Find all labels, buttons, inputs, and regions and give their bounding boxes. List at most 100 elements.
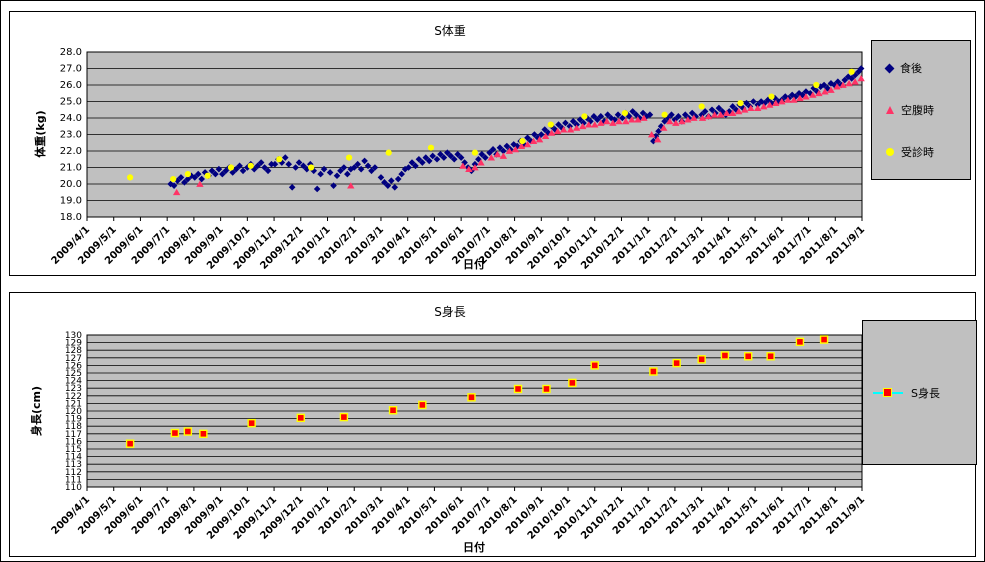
data-point <box>281 154 289 161</box>
data-point <box>326 169 334 176</box>
data-point <box>313 185 321 193</box>
data-point <box>292 164 299 171</box>
data-point <box>743 99 750 107</box>
data-point <box>753 104 762 111</box>
data-point <box>333 172 341 180</box>
data-point <box>239 167 247 175</box>
data-point <box>444 149 451 156</box>
data-point <box>572 124 581 131</box>
data-point <box>199 429 208 439</box>
data-point <box>278 159 286 166</box>
data-point <box>628 116 636 123</box>
data-point <box>815 89 823 97</box>
y-tick-label: 126 <box>65 361 82 371</box>
data-point <box>661 111 668 118</box>
y-tick-label: 121 <box>65 399 82 409</box>
height-chart[interactable]: 130 129 128 127 126 125 124 123 122 121 120 119 118 1… <box>9 292 977 557</box>
data-point <box>614 111 622 118</box>
data-point <box>684 116 692 123</box>
data-point <box>394 175 402 183</box>
data-point <box>511 145 520 153</box>
data-point <box>809 91 817 98</box>
data-point <box>487 154 496 161</box>
data-point <box>415 155 423 163</box>
data-point <box>569 118 577 125</box>
data-point <box>820 81 828 89</box>
data-point <box>566 126 575 133</box>
data-point <box>247 162 254 169</box>
data-point <box>772 99 780 107</box>
data-point <box>268 160 275 168</box>
data-point <box>170 428 180 438</box>
data-point <box>477 159 485 166</box>
data-point <box>513 384 523 394</box>
data-point <box>317 170 324 178</box>
data-point <box>666 117 674 125</box>
data-point <box>310 167 318 175</box>
data-point <box>541 126 549 133</box>
y-tick-label: 117 <box>65 430 82 440</box>
diamond-marker-icon <box>884 63 895 73</box>
data-point <box>288 184 296 191</box>
data-point <box>657 122 665 130</box>
data-point <box>425 157 433 165</box>
data-point <box>212 170 219 178</box>
y-tick-label: 124 <box>65 377 82 387</box>
data-point <box>678 117 686 125</box>
y-tick-label: 20.0 <box>60 179 82 190</box>
data-point <box>729 103 736 110</box>
y-tick-label: 111 <box>65 475 82 485</box>
data-point <box>708 106 716 114</box>
y-tick-label: 115 <box>65 445 82 455</box>
data-point <box>427 144 435 151</box>
data-point <box>377 174 385 181</box>
data-point <box>795 89 803 97</box>
data-point <box>698 103 705 110</box>
data-point <box>597 119 605 126</box>
data-point <box>839 81 847 88</box>
data-point <box>261 164 268 171</box>
y-tick-label: 113 <box>65 460 82 470</box>
y-tick-label: 116 <box>65 437 82 447</box>
data-point <box>340 164 348 171</box>
data-point <box>771 94 779 102</box>
data-point <box>450 155 458 163</box>
data-point <box>590 113 598 120</box>
data-point <box>368 167 375 175</box>
data-point <box>553 127 562 135</box>
data-point <box>841 76 849 84</box>
data-point <box>660 124 668 131</box>
data-point <box>827 86 835 93</box>
data-point <box>622 117 630 125</box>
data-point <box>191 174 199 181</box>
data-point <box>675 113 682 120</box>
data-point <box>720 351 730 360</box>
data-point <box>672 119 680 126</box>
data-point <box>465 165 473 173</box>
data-point <box>300 162 307 170</box>
data-point <box>208 167 216 175</box>
weight-chart[interactable]: 28.0 27.0 26.0 25.0 24.0 23.0 22.0 21.0 20.0 19.0… <box>9 11 976 276</box>
weight-x-axis-title: 日付 <box>463 258 485 271</box>
data-point <box>354 160 361 168</box>
data-point <box>857 65 865 72</box>
data-point <box>364 162 372 170</box>
data-point <box>810 85 818 92</box>
data-point <box>688 109 696 117</box>
data-point <box>320 165 328 173</box>
data-point <box>344 170 351 178</box>
data-point <box>127 174 134 181</box>
height-legend[interactable]: S身長 <box>862 320 977 465</box>
data-point <box>728 109 737 116</box>
height-y-axis-title: 身長(cm) <box>30 385 43 437</box>
data-point <box>802 93 810 100</box>
data-point <box>461 159 468 166</box>
legend-label-height: S身長 <box>911 386 940 400</box>
series-空腹時 <box>172 75 865 196</box>
data-point <box>529 137 538 144</box>
data-point <box>345 154 353 161</box>
data-point <box>517 142 526 149</box>
data-point <box>523 141 532 148</box>
weight-legend[interactable]: 食後 空腹時 受診時 <box>871 40 971 180</box>
